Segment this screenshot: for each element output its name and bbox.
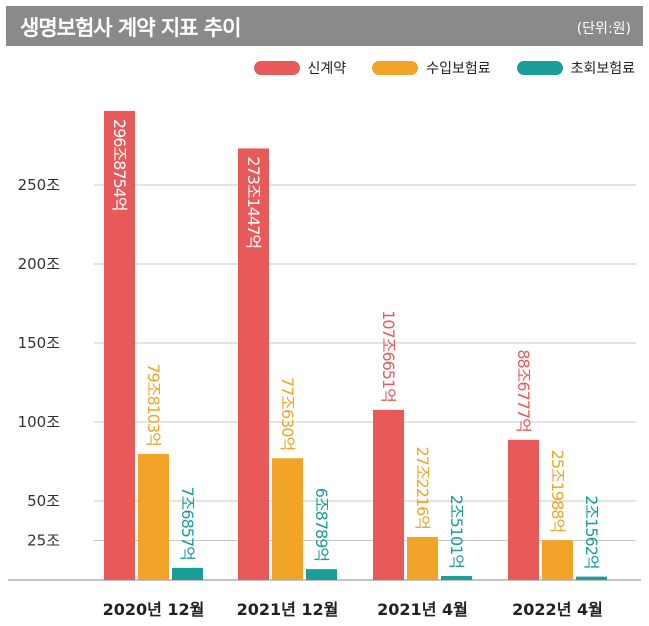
y-tick-label: 50조 — [27, 492, 60, 510]
x-tick-label: 2020년 12월 — [103, 600, 205, 619]
bar — [172, 567, 203, 580]
bar — [407, 536, 438, 580]
data-label: 25조1988억 — [548, 450, 567, 533]
data-label: 88조6777억 — [514, 349, 533, 432]
data-label: 273조1447억 — [244, 156, 263, 248]
x-tick-label: 2021년 4월 — [377, 600, 468, 619]
legend-swatch — [516, 61, 563, 75]
legend-swatch — [372, 61, 419, 75]
unit-label: (단위:원) — [576, 21, 631, 37]
x-tick-label: 2021년 12월 — [237, 600, 339, 619]
bar — [306, 569, 337, 580]
y-tick-label: 100조 — [18, 413, 61, 431]
data-label: 296조8754억 — [110, 119, 129, 211]
data-label: 27조2216억 — [413, 446, 432, 529]
data-label: 2조1562억 — [582, 495, 601, 568]
legend-item-premium-income: 수입보험료 — [372, 58, 491, 78]
data-label: 6조8789억 — [312, 488, 331, 561]
data-label: 107조6651억 — [379, 310, 398, 402]
bar — [542, 540, 573, 580]
bar — [373, 409, 404, 580]
bar — [508, 439, 539, 580]
legend-label: 수입보험료 — [426, 61, 491, 77]
legend-swatch — [253, 61, 300, 75]
data-label: 79조8103억 — [144, 363, 163, 446]
x-tick-label: 2022년 4월 — [512, 600, 603, 619]
legend-item-new-contract: 신계약 — [253, 58, 347, 78]
data-label: 2조5101억 — [447, 495, 466, 568]
legend-label: 신계약 — [307, 61, 347, 77]
y-tick-label: 150조 — [18, 334, 61, 352]
chart-title: 생명보험사 계약 지표 추이 — [20, 16, 241, 40]
legend-label: 초회보험료 — [570, 61, 635, 77]
y-tick-label: 250조 — [18, 176, 61, 194]
y-tick-label: 200조 — [18, 255, 61, 273]
bar — [441, 576, 472, 580]
data-label: 77조630억 — [278, 377, 297, 450]
legend-item-first-premium: 초회보험료 — [516, 58, 635, 78]
bar — [272, 458, 303, 580]
bar — [576, 576, 607, 580]
data-label: 7조6857억 — [178, 487, 197, 560]
bar — [238, 148, 269, 580]
y-tick-label: 25조 — [27, 532, 60, 550]
bar — [104, 110, 135, 581]
bar — [138, 453, 169, 580]
title-bar: 생명보험사 계약 지표 추이 (단위:원) — [6, 6, 643, 46]
legend: 신계약 수입보험료 초회보험료 — [228, 58, 635, 78]
